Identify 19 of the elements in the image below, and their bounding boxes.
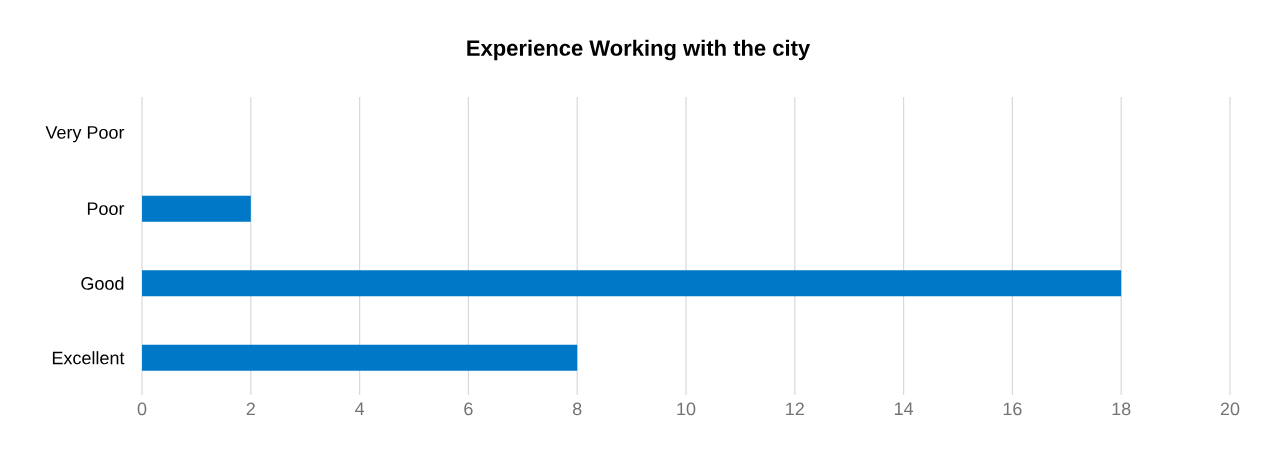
x-tick-label: 6 [464,402,473,416]
x-tick-label: 0 [137,402,147,416]
x-tick-label: 12 [786,402,804,416]
x-tick-label: 4 [355,402,365,415]
y-tick-label: Good [81,276,124,290]
chart-title: Experience Working with the city [467,39,811,61]
x-tick-label: 18 [1112,402,1131,416]
y-tick-label: Excellent [52,351,125,365]
y-tick-label: Very Poor [45,126,125,143]
bar [142,195,251,222]
x-tick-label: 2 [246,402,255,416]
x-tick-label: 8 [572,402,582,416]
bar [142,344,578,371]
x-tick-label: 20 [1220,402,1240,416]
x-tick-label: 14 [894,402,914,415]
x-tick-label: 16 [1003,402,1022,416]
y-tick-label: Poor [87,202,125,216]
bar [142,270,1122,297]
x-tick-label: 10 [677,402,696,416]
